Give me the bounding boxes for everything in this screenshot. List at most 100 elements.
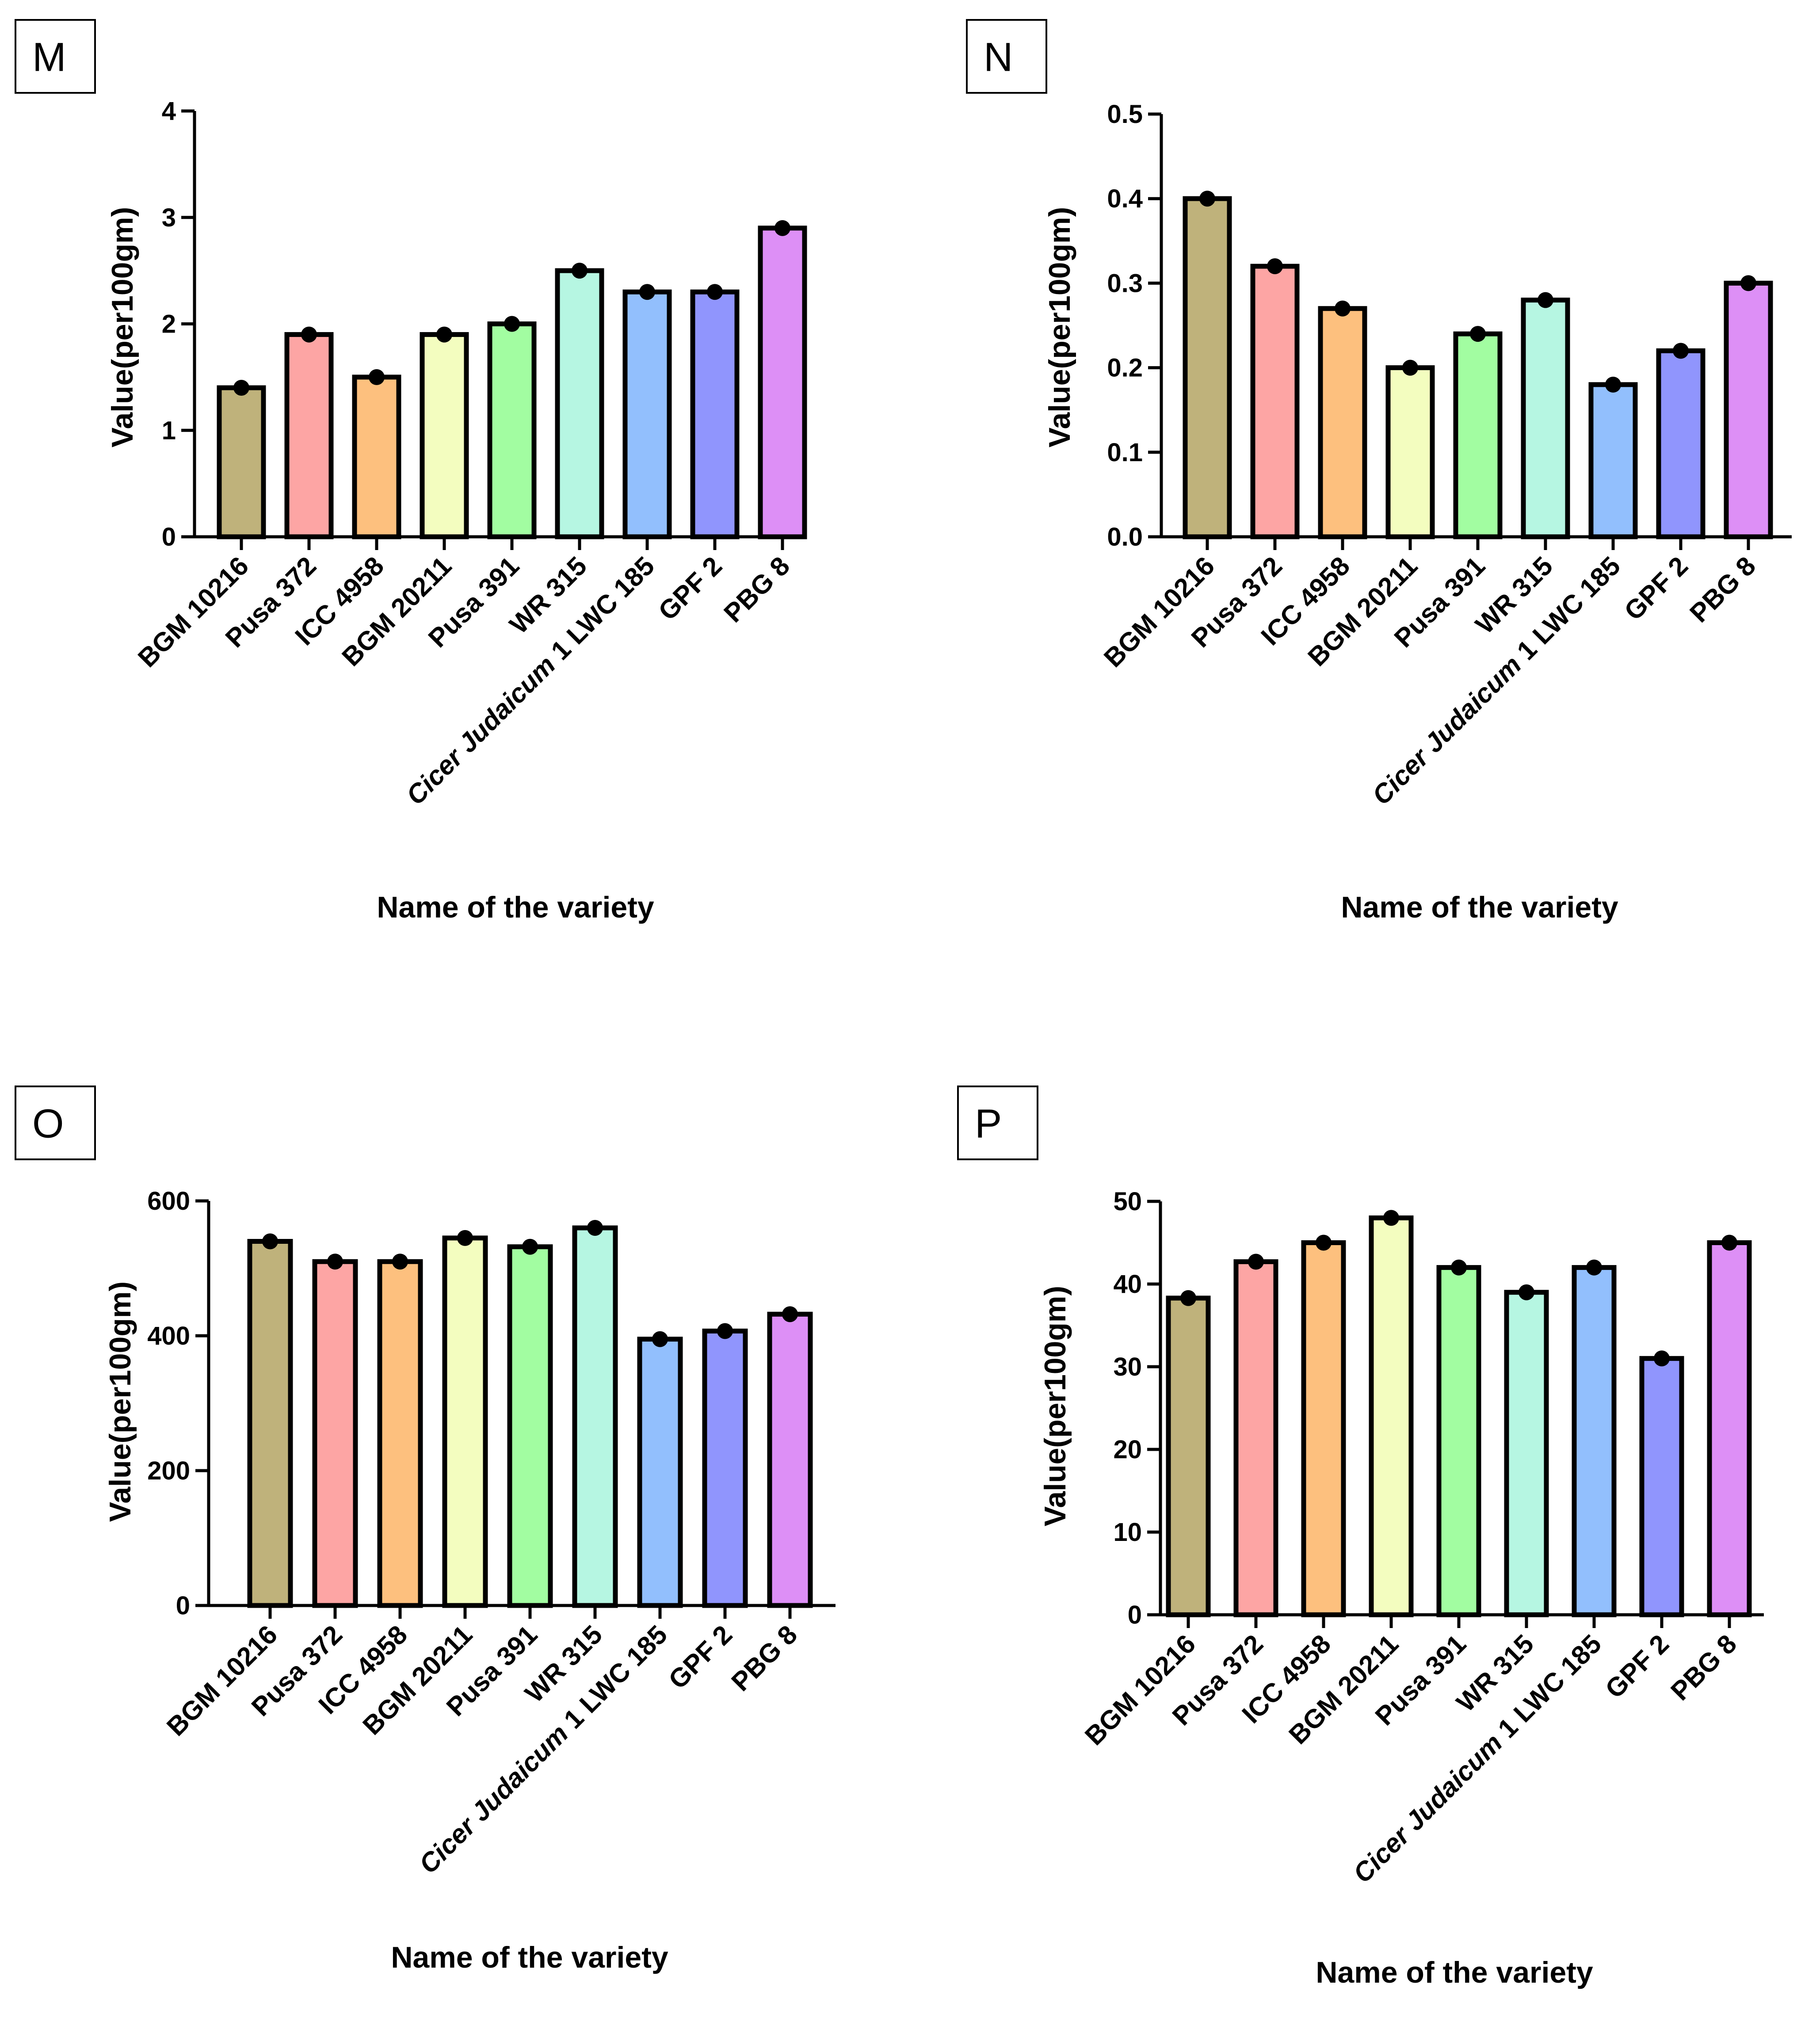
data-point-pusa-391 xyxy=(1470,326,1486,342)
bar-icc-4958 xyxy=(1318,306,1367,539)
data-point-cicer-judaicum-1-lwc-185 xyxy=(1605,376,1621,393)
bar-bgm-10216 xyxy=(1166,1296,1211,1617)
x-axis-title: Name of the variety xyxy=(1341,891,1618,924)
x-category-label: BGM 10216 xyxy=(132,551,254,673)
data-point-wr-315 xyxy=(572,263,588,279)
bar-bgm-10216 xyxy=(217,385,266,539)
bar-pusa-372 xyxy=(1233,1259,1278,1617)
x-axis-title: Name of the variety xyxy=(391,1941,668,1974)
data-point-cicer-judaicum-1-lwc-185 xyxy=(652,1331,668,1347)
bar-gpf-2 xyxy=(690,289,740,539)
bar-pbg-8 xyxy=(1707,1240,1752,1617)
bar-pusa-372 xyxy=(312,1259,358,1608)
y-tick-label: 20 xyxy=(1113,1435,1142,1464)
bar-gpf-2 xyxy=(702,1328,748,1608)
data-point-cicer-judaicum-1-lwc-185 xyxy=(639,284,655,300)
y-tick-label: 0.3 xyxy=(1107,269,1143,298)
bar-pusa-391 xyxy=(1436,1265,1481,1617)
data-point-gpf-2 xyxy=(717,1323,733,1339)
panel-label-box xyxy=(957,1086,1038,1160)
x-category-label: BGM 10216 xyxy=(1098,551,1220,673)
x-category-label: GPF 2 xyxy=(652,551,728,626)
data-point-bgm-20211 xyxy=(1383,1210,1399,1226)
data-point-pusa-391 xyxy=(1451,1259,1467,1276)
data-point-icc-4958 xyxy=(392,1254,408,1270)
y-tick-label: 3 xyxy=(162,203,176,232)
data-point-pusa-391 xyxy=(522,1238,538,1255)
bar-bgm-10216 xyxy=(1183,196,1232,539)
x-category-label: Cicer Judaicum 1 LWC 185 xyxy=(1347,1629,1607,1888)
panel-label-box xyxy=(966,19,1047,94)
x-category-label: Cicer Judaicum 1 LWC 185 xyxy=(401,551,660,810)
data-point-bgm-10216 xyxy=(262,1233,278,1250)
bar-wr-315 xyxy=(572,1225,618,1608)
y-tick-label: 400 xyxy=(147,1322,190,1350)
data-point-pbg-8 xyxy=(1721,1235,1737,1251)
y-tick-label: 0 xyxy=(176,1591,190,1620)
y-tick-label: 40 xyxy=(1113,1270,1142,1299)
panel-label: P xyxy=(975,1101,1002,1147)
bar-gpf-2 xyxy=(1656,348,1706,539)
x-category-label: GPF 2 xyxy=(1618,551,1694,626)
bar-pbg-8 xyxy=(1724,280,1773,539)
data-point-icc-4958 xyxy=(1316,1235,1332,1251)
y-tick-label: 200 xyxy=(147,1456,190,1485)
y-tick-label: 600 xyxy=(147,1187,190,1215)
x-category-label: BGM 10216 xyxy=(161,1620,283,1742)
data-point-wr-315 xyxy=(1519,1284,1534,1300)
y-tick-label: 50 xyxy=(1113,1187,1142,1216)
panel-label: O xyxy=(32,1101,64,1147)
x-category-label: GPF 2 xyxy=(663,1620,738,1695)
data-point-pusa-372 xyxy=(1267,258,1283,275)
x-category-label: Cicer Judaicum 1 LWC 185 xyxy=(1366,551,1626,810)
y-tick-label: 2 xyxy=(162,310,176,339)
bar-cicer-judaicum-1-lwc-185 xyxy=(1588,382,1638,539)
bar-bgm-20211 xyxy=(1385,365,1435,539)
bar-bgm-10216 xyxy=(247,1239,293,1608)
data-point-pbg-8 xyxy=(775,220,790,236)
bar-bgm-20211 xyxy=(442,1235,488,1608)
bar-cicer-judaicum-1-lwc-185 xyxy=(622,289,672,539)
x-category-label: PBG 8 xyxy=(1665,1629,1742,1706)
y-axis-title: Value(per100gm) xyxy=(103,1281,137,1522)
data-point-bgm-10216 xyxy=(1199,191,1215,207)
y-tick-label: 0.0 xyxy=(1107,523,1143,551)
y-axis-title: Value(per100gm) xyxy=(1038,1286,1072,1526)
x-category-label: PBG 8 xyxy=(725,1620,803,1697)
data-point-gpf-2 xyxy=(1654,1350,1670,1367)
data-point-pbg-8 xyxy=(782,1306,798,1323)
x-category-label: GPF 2 xyxy=(1599,1629,1675,1704)
data-point-pusa-372 xyxy=(301,326,317,343)
data-point-bgm-10216 xyxy=(233,379,249,396)
bar-pbg-8 xyxy=(767,1311,813,1608)
bar-wr-315 xyxy=(555,268,604,539)
y-tick-label: 0.5 xyxy=(1107,100,1143,129)
panel-label: N xyxy=(984,35,1013,80)
data-point-cicer-judaicum-1-lwc-185 xyxy=(1586,1259,1602,1276)
x-category-label: PBG 8 xyxy=(1684,551,1761,628)
data-point-pbg-8 xyxy=(1740,275,1756,291)
data-point-wr-315 xyxy=(587,1220,603,1236)
bar-icc-4958 xyxy=(377,1259,423,1608)
bar-pbg-8 xyxy=(758,226,807,539)
data-point-bgm-20211 xyxy=(457,1230,473,1246)
bar-pusa-391 xyxy=(507,1244,553,1608)
y-tick-label: 1 xyxy=(162,416,176,445)
bar-cicer-judaicum-1-lwc-185 xyxy=(637,1337,683,1608)
bar-bgm-20211 xyxy=(1369,1215,1414,1617)
bar-cicer-judaicum-1-lwc-185 xyxy=(1572,1265,1617,1617)
data-point-bgm-20211 xyxy=(436,326,452,343)
data-point-icc-4958 xyxy=(1335,300,1351,317)
x-category-label: BGM 10216 xyxy=(1079,1629,1201,1751)
y-tick-label: 0.2 xyxy=(1107,354,1143,382)
panel-label-box xyxy=(15,19,96,94)
bar-pusa-372 xyxy=(284,332,334,539)
bar-icc-4958 xyxy=(1301,1240,1346,1617)
y-tick-label: 0 xyxy=(162,523,176,551)
bar-icc-4958 xyxy=(352,375,401,539)
